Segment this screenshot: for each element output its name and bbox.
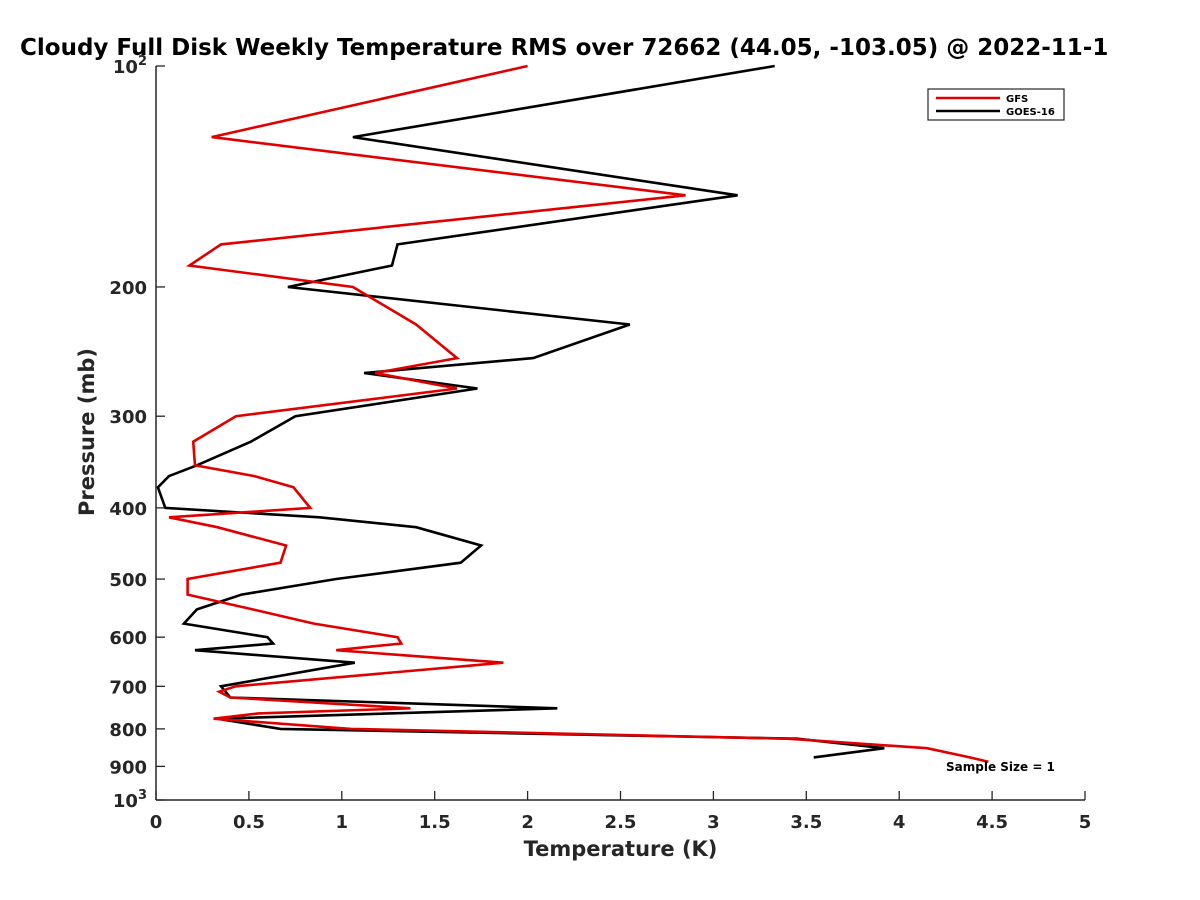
x-tick-label: 0: [150, 812, 163, 833]
y-tick-label: 300: [109, 407, 147, 428]
y-tick-label: 103: [113, 788, 147, 812]
x-tick-label: 3: [707, 812, 720, 833]
x-tick-label: 4.5: [976, 812, 1008, 833]
y-tick-label: 200: [109, 278, 147, 299]
y-tick-label: 800: [109, 720, 147, 741]
sample-size-annotation: Sample Size = 1: [946, 760, 1055, 774]
x-tick-label: 1.5: [419, 812, 451, 833]
x-tick-label: 4: [893, 812, 906, 833]
y-axis-label: Pressure (mb): [75, 348, 99, 516]
series-line-gfs: [168, 64, 989, 764]
x-tick-label: 0.5: [233, 812, 265, 833]
y-tick-label: 400: [109, 499, 147, 520]
y-tick-label: 600: [109, 628, 147, 649]
legend-box: [927, 88, 1065, 121]
x-axis-label: Temperature (K): [524, 837, 718, 861]
plot-area: [156, 64, 989, 764]
y-tick-label: 102: [113, 54, 147, 78]
y-tick-label: 700: [109, 677, 147, 698]
legend-label: GOES-16: [1006, 107, 1055, 118]
x-tick-label: 5: [1079, 812, 1092, 833]
x-tick-label: 2.5: [605, 812, 637, 833]
y-ticks: 102 200 300 400 500 600 700 800 900 103: [109, 54, 165, 812]
chart-title: Cloudy Full Disk Weekly Temperature RMS …: [20, 35, 1108, 61]
legend: GFS GOES-16: [927, 88, 1065, 121]
series-line-goes-16: [156, 64, 885, 759]
x-tick-label: 1: [336, 812, 349, 833]
y-tick-label: 500: [109, 570, 147, 591]
legend-label: GFS: [1006, 94, 1028, 105]
y-tick-label: 900: [109, 757, 147, 778]
x-tick-label: 3.5: [790, 812, 822, 833]
x-ticks: 0 0.5 1 1.5 2 2.5 3 3.5 4 4.5 5: [150, 791, 1092, 833]
x-tick-label: 2: [521, 812, 534, 833]
